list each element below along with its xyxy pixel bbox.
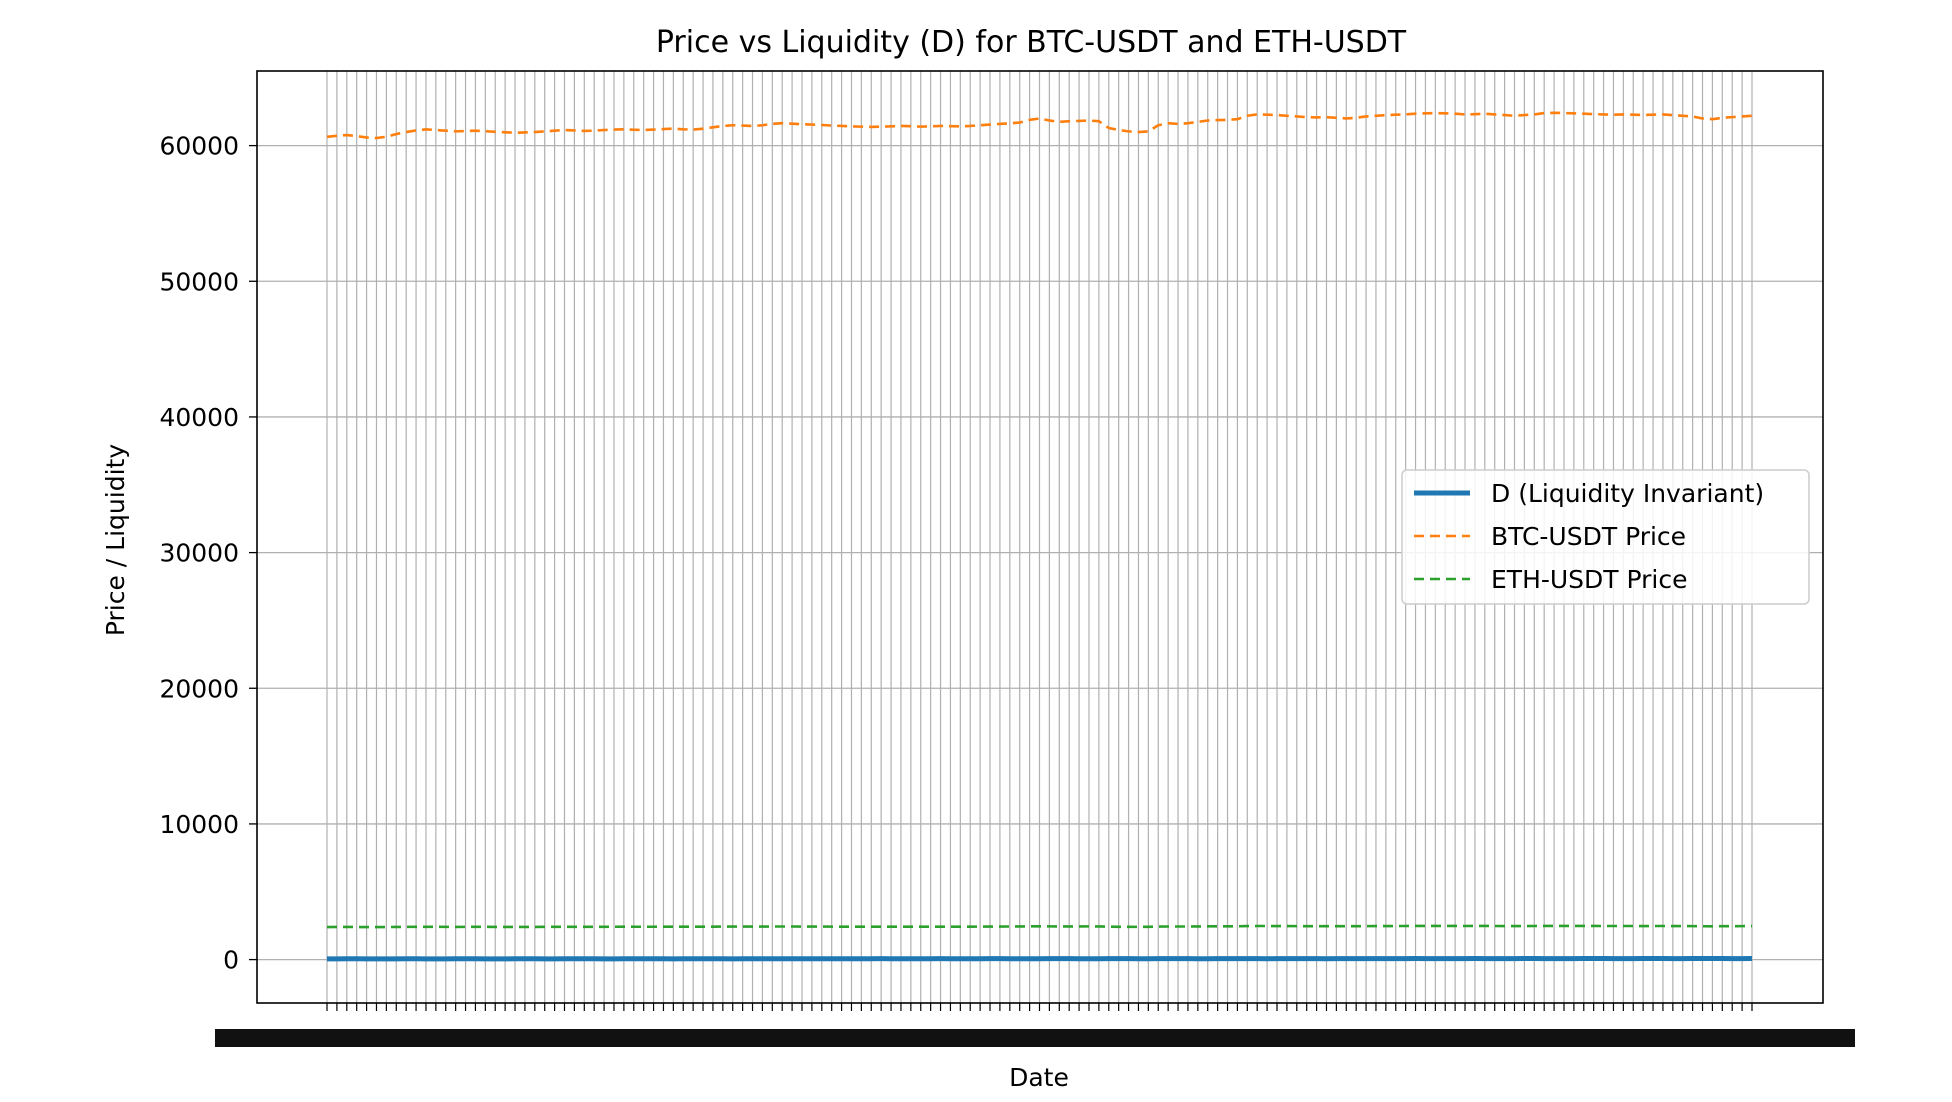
- x-tick-labels-overlap: [215, 1029, 1855, 1047]
- y-axis: 0 10000 20000 30000 40000 50000 60000: [159, 132, 257, 975]
- legend-box: [1401, 469, 1810, 605]
- x-axis: [215, 1003, 1855, 1047]
- y-axis-label: Price / Liquidity: [101, 444, 130, 636]
- series-layer: [326, 111, 1753, 962]
- y-tick-label: 40000: [159, 403, 239, 432]
- legend-entry-label: D (Liquidity Invariant): [1491, 479, 1764, 508]
- y-tick-label: 10000: [159, 810, 239, 839]
- legend-entry-label: ETH-USDT Price: [1491, 565, 1688, 594]
- y-tick-label: 50000: [159, 267, 239, 296]
- y-tick-label: 60000: [159, 132, 239, 161]
- chart-title: Price vs Liquidity (D) for BTC-USDT and …: [656, 25, 1407, 60]
- legend: D (Liquidity Invariant) BTC-USDT Price ETH…: [1401, 469, 1810, 605]
- series-line-3: [326, 924, 1753, 929]
- x-axis-label: Date: [1009, 1063, 1069, 1092]
- y-tick-label: 20000: [159, 674, 239, 703]
- y-tick-label: 0: [223, 946, 239, 975]
- legend-entry-label: BTC-USDT Price: [1491, 522, 1686, 551]
- y-tick-label: 30000: [159, 539, 239, 568]
